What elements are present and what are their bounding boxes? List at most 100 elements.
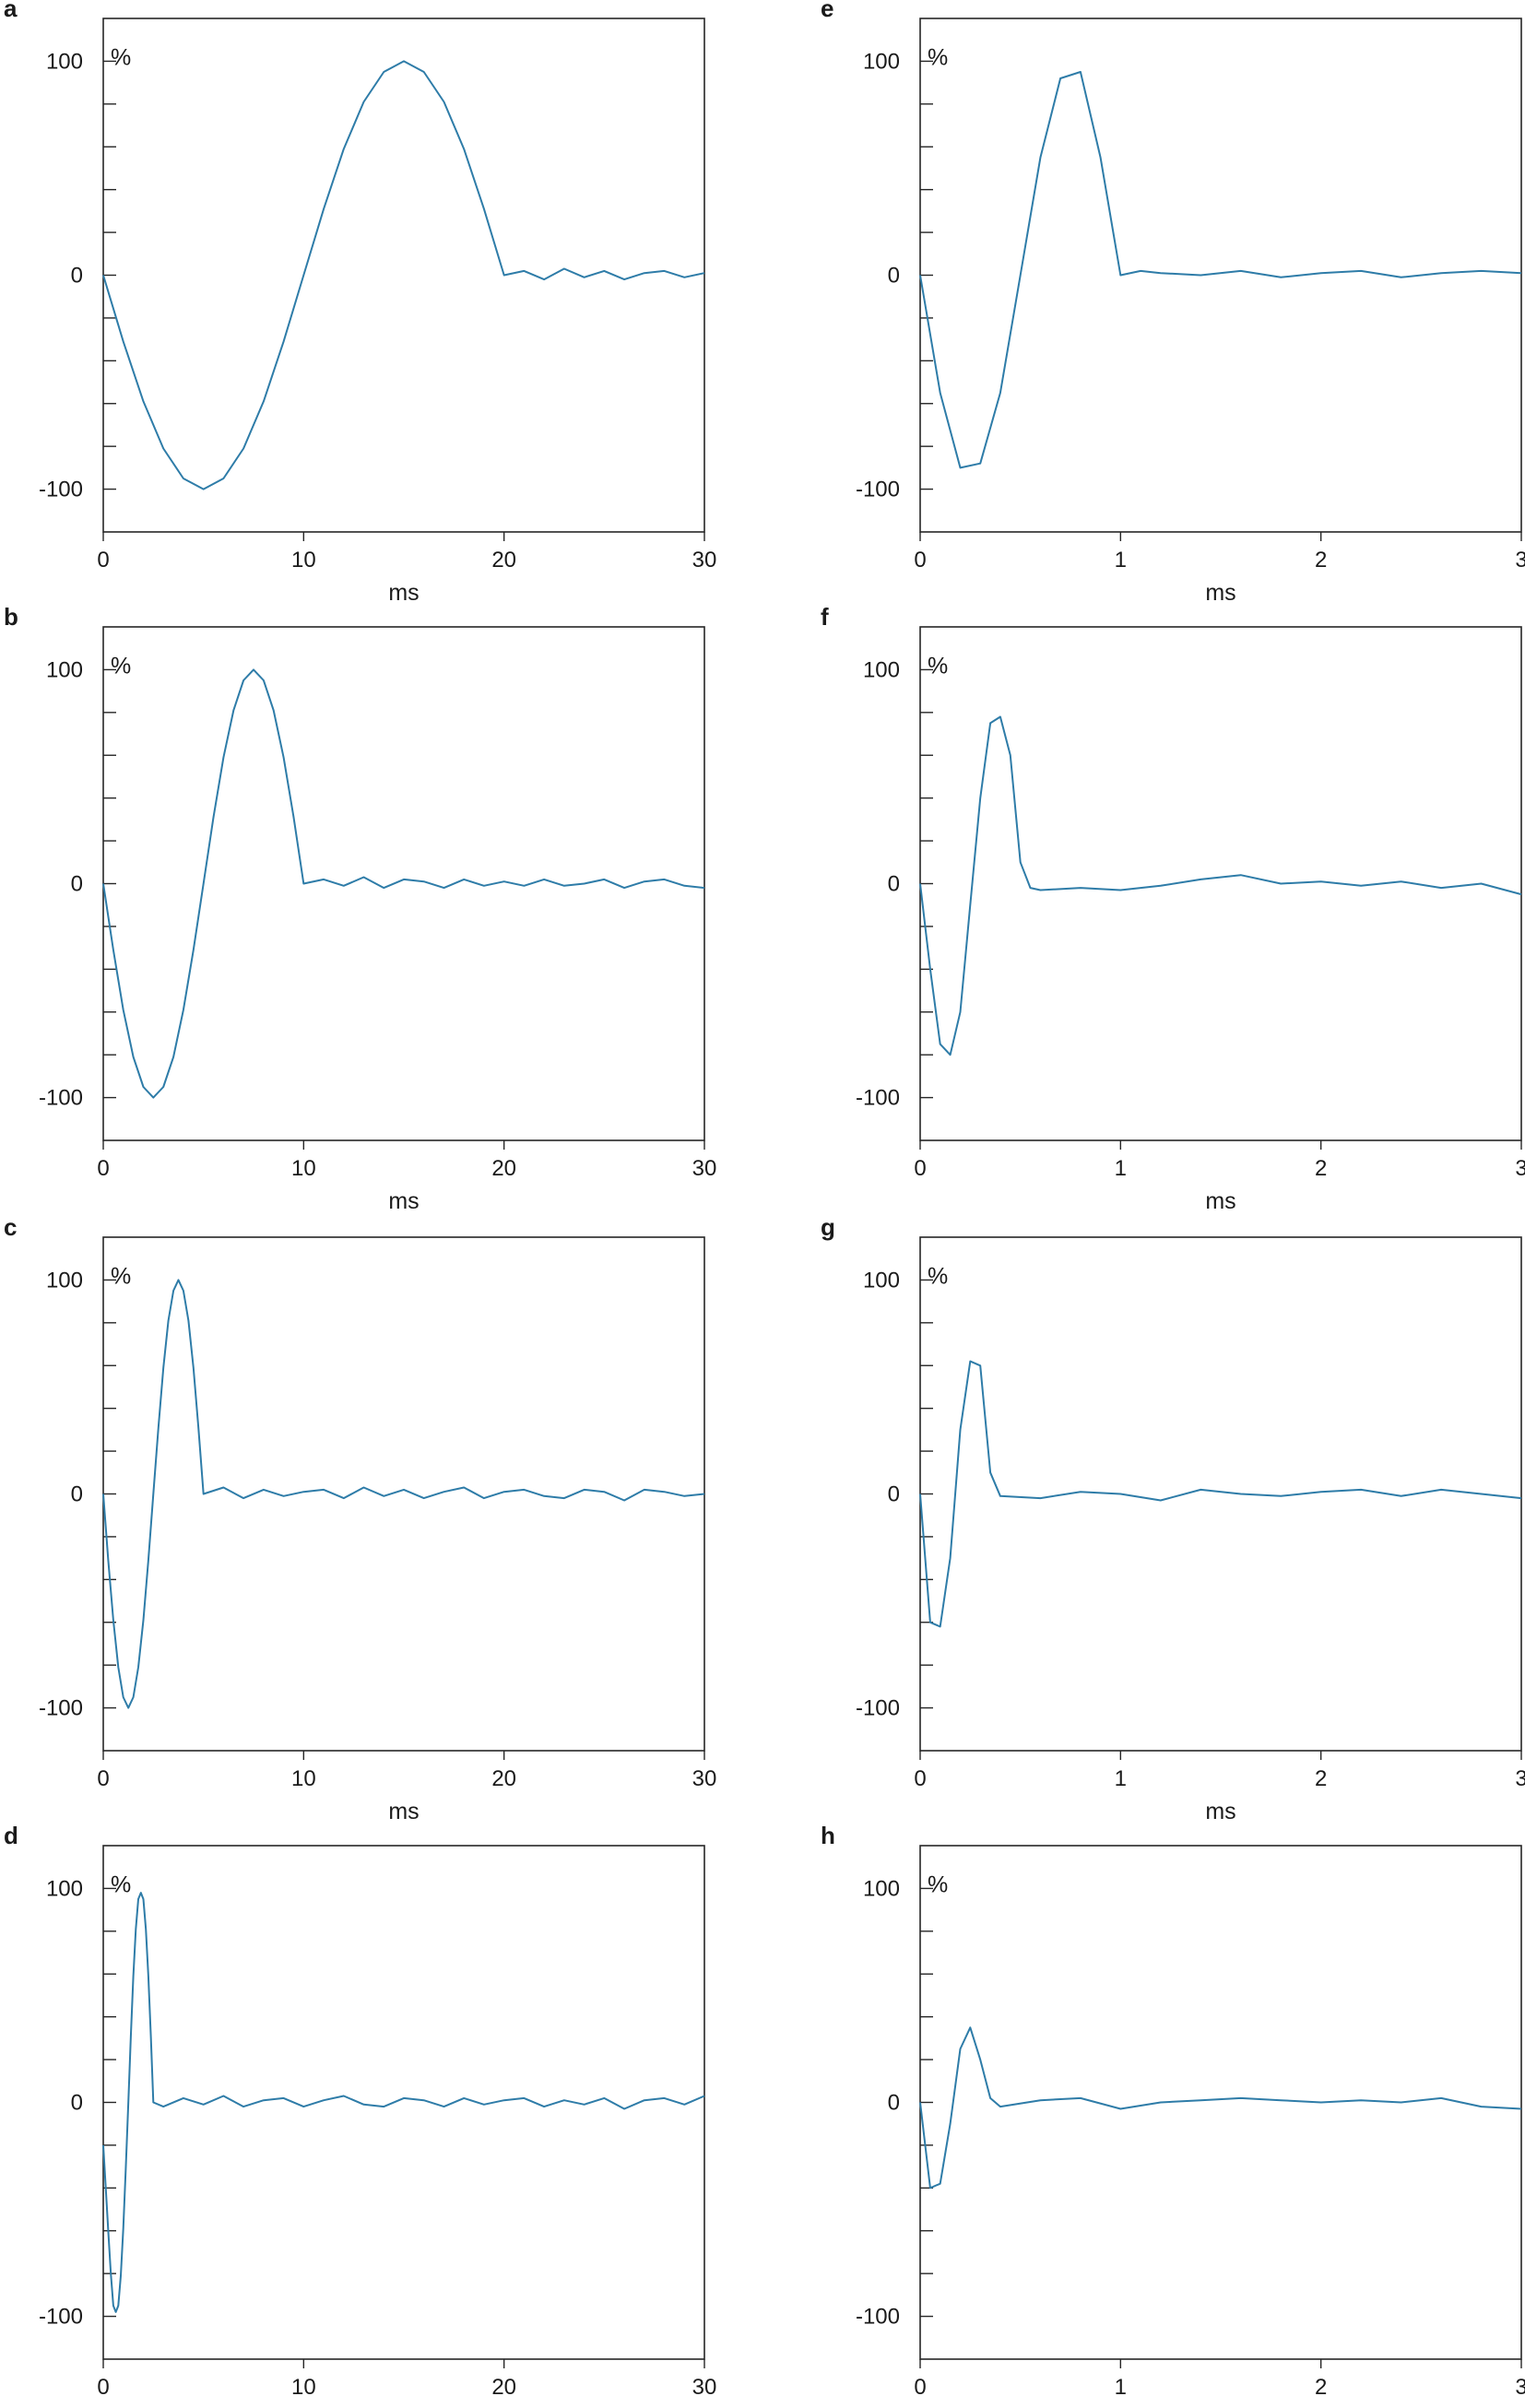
x-tick-label: 3	[1515, 548, 1525, 572]
x-tick-label: 1	[1115, 548, 1127, 572]
y-axis-label: %	[928, 1871, 948, 1897]
y-tick-label: -100	[39, 2305, 83, 2330]
panel-g: g 0 1 2 3 100 0 -100% ms	[821, 1213, 1525, 1824]
x-tick-label: 10	[291, 548, 316, 572]
x-tick-label: 1	[1115, 1766, 1127, 1791]
panel-b: b 0 10 20 30 100 0 -100% ms	[4, 603, 716, 1214]
x-tick-label: 0	[914, 548, 926, 572]
panel-c-trace	[102, 1279, 705, 1709]
y-tick-label: -100	[856, 478, 900, 502]
y-tick-label: 0	[888, 264, 900, 289]
panel-d-frame	[102, 1845, 705, 2360]
x-tick-label: 0	[97, 548, 109, 572]
x-tick-label: 3	[1515, 2375, 1525, 2400]
x-axis-label: ms	[1205, 580, 1235, 606]
y-tick-label: 100	[46, 657, 83, 682]
panel-h-letter: h	[821, 1822, 835, 1849]
y-tick-label: -100	[856, 1696, 900, 1721]
panel-e-trace	[919, 71, 1522, 469]
y-tick-label: 0	[888, 872, 900, 897]
panel-f: f 0 1 2 3 100 0 -100% ms	[821, 603, 1525, 1214]
x-tick-label: 3	[1515, 1766, 1525, 1791]
y-axis-label: %	[111, 1871, 131, 1897]
x-tick-label: 0	[914, 1156, 926, 1181]
x-tick-label: 2	[1315, 1156, 1327, 1181]
panel-g-frame	[919, 1236, 1522, 1752]
x-axis-label: ms	[388, 1188, 419, 1214]
y-axis-label: %	[111, 1263, 131, 1289]
panel-a: a 0 10 20 30 100 0 -100% ms	[4, 0, 716, 606]
panel-h-frame	[919, 1845, 1522, 2360]
panel-e: e 0 1 2 3 100 0 -100% ms	[821, 0, 1525, 606]
panel-d-letter: d	[4, 1822, 18, 1849]
y-tick-label: 100	[863, 1876, 900, 1901]
panel-c: c 0 10 20 30 100 0 -100% ms	[4, 1213, 716, 1824]
x-tick-label: 0	[914, 1766, 926, 1791]
x-tick-label: 1	[1115, 2375, 1127, 2400]
y-tick-label: 100	[863, 49, 900, 74]
panel-g-trace	[919, 1360, 1522, 1628]
y-tick-label: 0	[888, 1482, 900, 1507]
y-tick-label: -100	[39, 1696, 83, 1721]
y-tick-label: 100	[863, 657, 900, 682]
panel-d-trace	[102, 1892, 705, 2313]
x-tick-label: 0	[914, 2375, 926, 2400]
panel-f-trace	[919, 715, 1522, 1056]
x-tick-label: 30	[692, 1156, 717, 1181]
y-axis-label: %	[928, 1263, 948, 1289]
x-axis-label: ms	[388, 1799, 419, 1824]
y-tick-label: 0	[71, 872, 83, 897]
panel-a-letter: a	[4, 0, 18, 22]
x-tick-label: 1	[1115, 1156, 1127, 1181]
x-tick-label: 30	[692, 1766, 717, 1791]
y-tick-label: 0	[71, 264, 83, 289]
x-tick-label: 3	[1515, 1156, 1525, 1181]
y-tick-label: -100	[39, 1086, 83, 1111]
panel-h-trace	[919, 2026, 1522, 2190]
y-tick-label: -100	[39, 478, 83, 502]
y-tick-label: 0	[888, 2091, 900, 2116]
y-axis-label: %	[111, 653, 131, 679]
x-tick-label: 0	[97, 1156, 109, 1181]
y-tick-label: 100	[46, 1268, 83, 1293]
x-tick-label: 30	[692, 548, 717, 572]
panel-b-trace	[102, 668, 705, 1099]
y-tick-label: 100	[46, 49, 83, 74]
x-tick-label: 20	[491, 1766, 516, 1791]
y-axis-label: %	[928, 653, 948, 679]
x-axis-label: ms	[1205, 1188, 1235, 1214]
x-tick-label: 2	[1315, 2375, 1327, 2400]
x-tick-label: 10	[291, 1156, 316, 1181]
y-axis-label: %	[111, 44, 131, 70]
x-tick-label: 10	[291, 1766, 316, 1791]
x-tick-label: 0	[97, 1766, 109, 1791]
panel-b-letter: b	[4, 603, 18, 631]
y-axis-label: %	[928, 44, 948, 70]
x-axis-label: ms	[1205, 1799, 1235, 1824]
y-tick-label: 0	[71, 2091, 83, 2116]
panel-c-frame	[102, 1236, 705, 1752]
x-axis-label: ms	[388, 580, 419, 606]
y-tick-label: -100	[856, 1086, 900, 1111]
x-tick-label: 20	[491, 2375, 516, 2400]
x-tick-label: 20	[491, 1156, 516, 1181]
x-tick-label: 2	[1315, 548, 1327, 572]
panel-a-trace	[102, 60, 705, 490]
panel-f-frame	[919, 626, 1522, 1141]
panel-e-frame	[919, 18, 1522, 533]
panel-e-letter: e	[821, 0, 833, 22]
panel-g-letter: g	[821, 1213, 835, 1241]
x-tick-label: 2	[1315, 1766, 1327, 1791]
panel-f-letter: f	[821, 603, 829, 631]
y-tick-label: 100	[863, 1268, 900, 1293]
y-tick-label: 0	[71, 1482, 83, 1507]
y-tick-label: -100	[856, 2305, 900, 2330]
x-tick-label: 0	[97, 2375, 109, 2400]
y-tick-label: 100	[46, 1876, 83, 1901]
x-tick-label: 30	[692, 2375, 717, 2400]
x-tick-label: 20	[491, 548, 516, 572]
panel-c-letter: c	[4, 1213, 17, 1241]
